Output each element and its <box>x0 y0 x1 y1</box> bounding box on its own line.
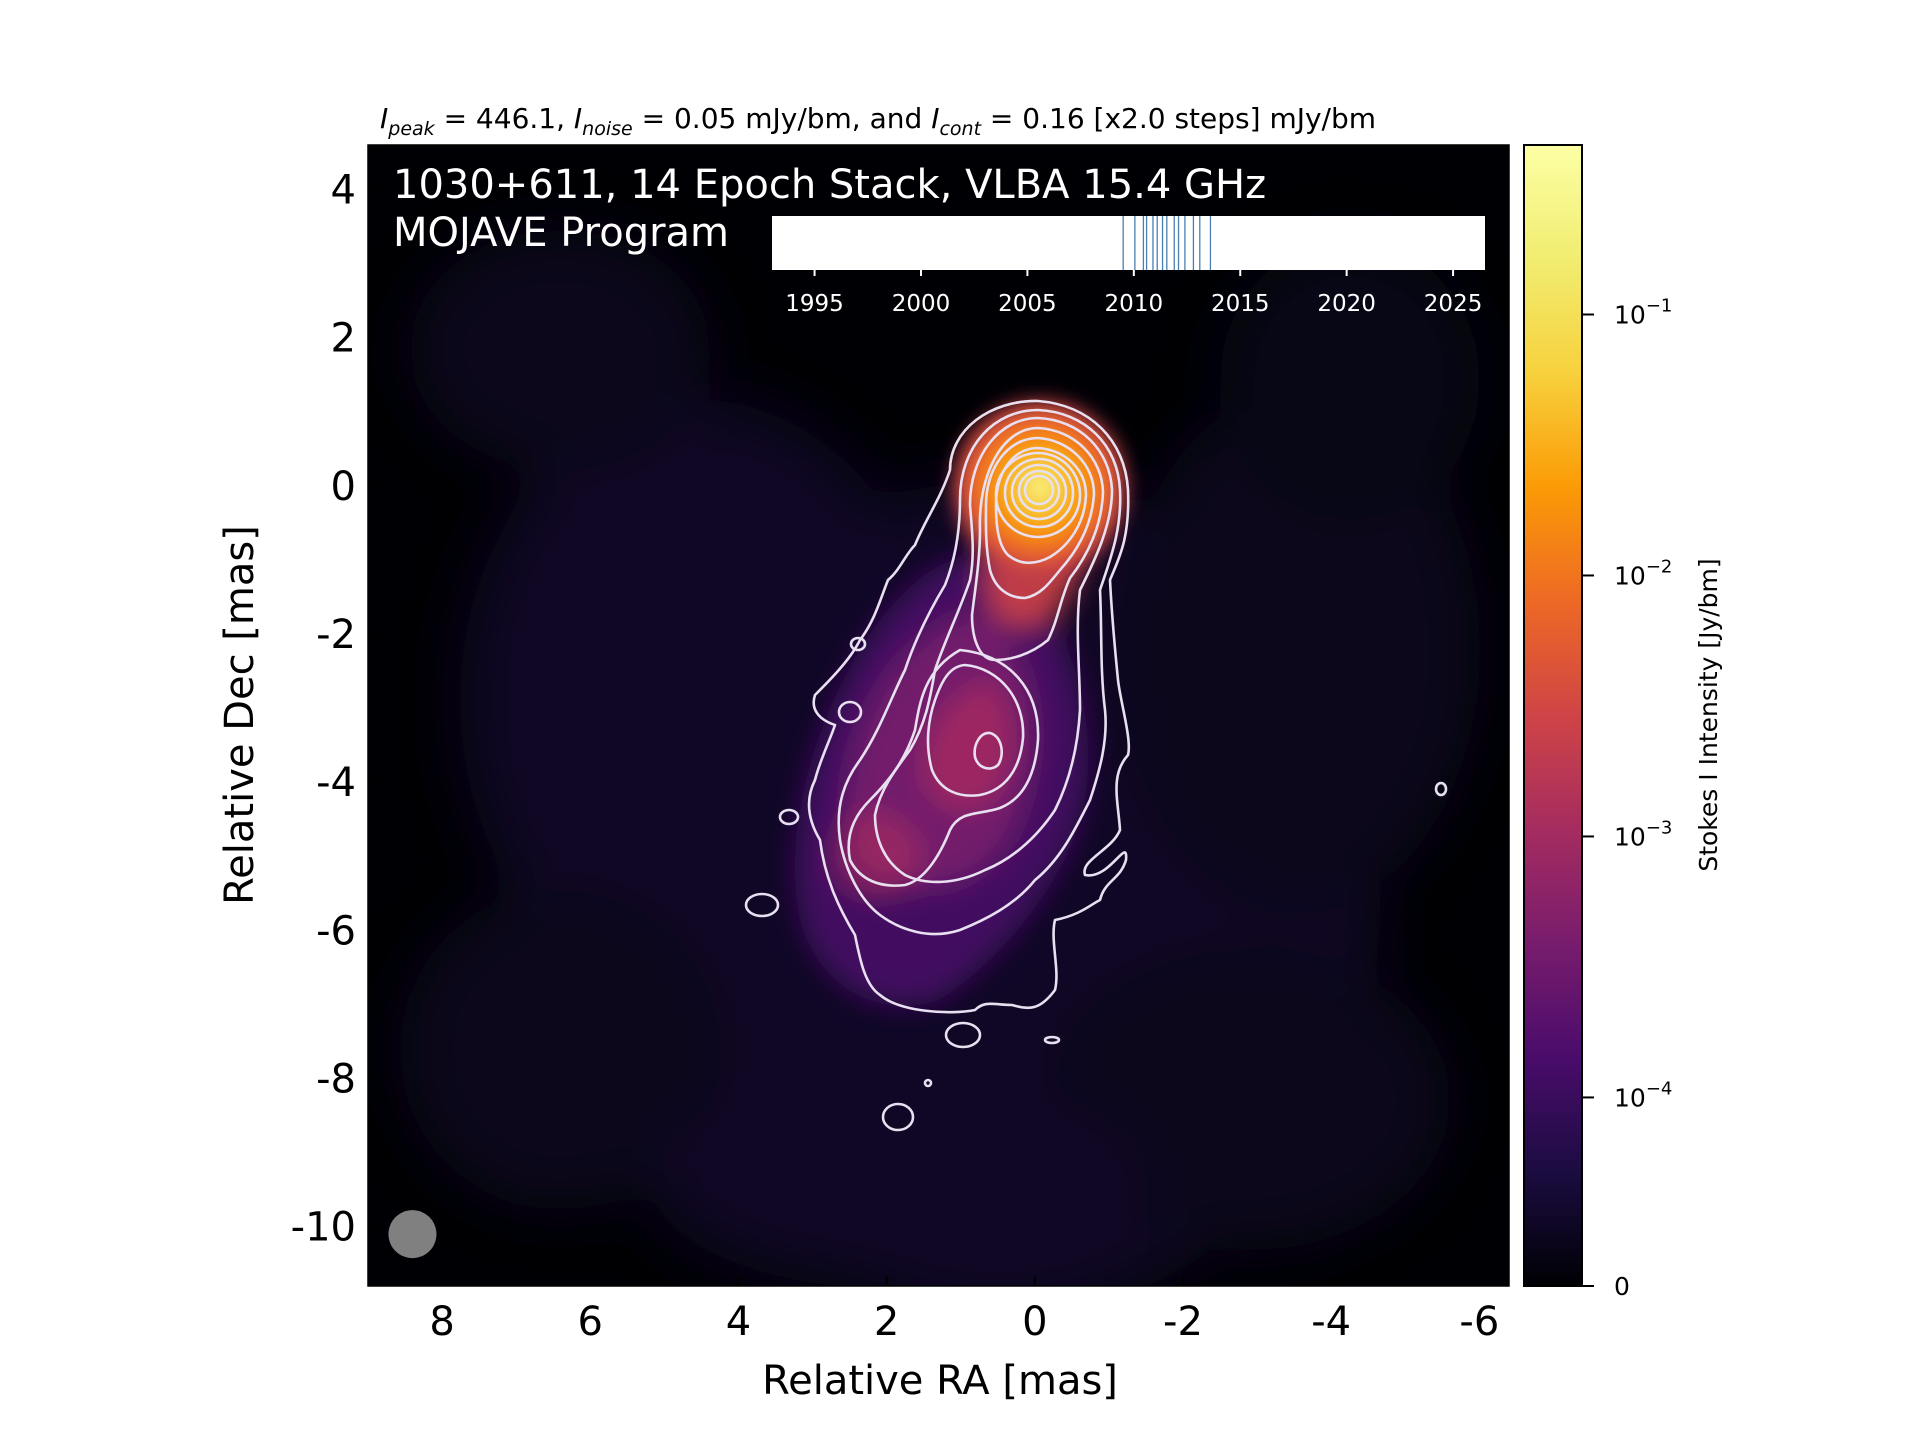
y-tick-label: 2 <box>331 316 356 362</box>
contour-7 <box>994 451 1082 539</box>
colorbar-tick-label: 10−2 <box>1614 556 1672 590</box>
peak-symbol: I <box>380 102 388 135</box>
contour-island <box>837 700 863 724</box>
timeline-epochs <box>1122 216 1212 270</box>
contour-island <box>1434 781 1448 797</box>
contour-island <box>1043 1035 1061 1045</box>
contour-knot-outer <box>847 648 1040 887</box>
x-tick-label: 4 <box>726 1299 751 1345</box>
plot-title-line2: MOJAVE Program <box>393 210 729 256</box>
x-tick-label: 2 <box>874 1299 899 1345</box>
x-tick-label: 6 <box>578 1299 603 1345</box>
contour-island <box>923 1078 933 1088</box>
peak-subscript: peak <box>387 118 435 140</box>
contour-5 <box>984 436 1096 600</box>
peak-value: = 446.1, <box>435 102 574 135</box>
timeline-tick-label: 2020 <box>1317 291 1376 317</box>
colorbar-gradient <box>1524 145 1582 1286</box>
contour-outer <box>807 399 1131 1014</box>
y-axis-ticks: 4 2 0 -2 -4 -6 -8 -10 <box>291 167 378 1251</box>
colorbar-label: Stokes I Intensity [Jy/bm] <box>1694 558 1723 871</box>
x-axis-label: Relative RA [mas] <box>762 1358 1118 1404</box>
core-emission <box>948 395 1132 579</box>
contour-island <box>849 636 867 652</box>
y-tick-label: -10 <box>291 1205 356 1251</box>
plot-title-line1: 1030+611, 14 Epoch Stack, VLBA 15.4 GHz <box>393 162 1266 208</box>
timeline-tick-label: 2025 <box>1424 291 1483 317</box>
y-axis-label: Relative Dec [mas] <box>217 525 263 905</box>
colorbar: 10−1 10−2 10−3 10−4 0 Stokes I Intensity [Jy… <box>1523 144 1723 1301</box>
image-plot <box>368 145 1509 1286</box>
contour-9 <box>1010 463 1068 521</box>
beam-ellipse <box>388 1210 437 1259</box>
contour-island <box>778 808 800 826</box>
epoch-timeline: 1995 2000 2005 2010 2015 2020 2025 <box>772 216 1485 317</box>
contour-2 <box>837 408 1122 936</box>
contour-island <box>944 1021 982 1049</box>
timeline-tick-label: 2010 <box>1105 291 1164 317</box>
timeline-tick-label: 2000 <box>892 291 951 317</box>
y-tick-label: -4 <box>316 760 356 806</box>
contours <box>744 399 1448 1132</box>
x-tick-label: 0 <box>1022 1299 1047 1345</box>
colorbar-ticks: 10−1 10−2 10−3 10−4 0 <box>1582 295 1672 1301</box>
colorbar-tick-label: 10−4 <box>1614 1078 1672 1112</box>
timeline-box <box>772 216 1485 270</box>
noise-symbol: I <box>574 102 582 135</box>
colorbar-tick-label: 10−1 <box>1614 295 1672 329</box>
y-tick-label: 4 <box>331 167 356 213</box>
x-axis-ticks: 8 6 4 2 0 -2 -4 -6 <box>429 1276 1499 1345</box>
contour-knot-inner <box>973 731 1004 770</box>
contour-4 <box>970 426 1105 662</box>
x-tick-label: -6 <box>1459 1299 1499 1345</box>
timeline-ticks: 1995 2000 2005 2010 2015 2020 2025 <box>785 270 1482 317</box>
contour-11 <box>1023 474 1055 506</box>
colorbar-tick-label: 0 <box>1614 1272 1630 1301</box>
x-tick-label: 8 <box>429 1299 454 1345</box>
y-tick-label: -8 <box>316 1057 356 1103</box>
y-tick-label: -6 <box>316 908 356 954</box>
contour-island <box>881 1102 915 1132</box>
colorbar-tick-label: 10−3 <box>1614 817 1672 851</box>
y-tick-label: -2 <box>316 612 356 658</box>
noise-subscript: noise <box>582 118 633 140</box>
contour-10 <box>1017 469 1061 513</box>
header-stats: Ipeak = 446.1, Inoise = 0.05 mJy/bm, and… <box>380 102 1376 140</box>
y-tick-label: 0 <box>331 464 356 510</box>
plot-frame <box>367 144 1510 1287</box>
timeline-tick-label: 2005 <box>998 291 1057 317</box>
cont-value: = 0.16 [x2.0 steps] mJy/bm <box>981 102 1376 135</box>
contour-8 <box>1003 457 1075 529</box>
cont-subscript: cont <box>939 118 982 140</box>
noise-value: = 0.05 mJy/bm, and <box>633 102 931 135</box>
timeline-tick-label: 2015 <box>1211 291 1270 317</box>
cont-symbol: I <box>931 102 939 135</box>
contour-island <box>744 892 780 918</box>
x-tick-label: -4 <box>1311 1299 1351 1345</box>
timeline-tick-label: 1995 <box>785 291 844 317</box>
x-tick-label: -2 <box>1163 1299 1203 1345</box>
contour-knot-mid <box>926 663 1025 797</box>
colorbar-frame <box>1523 144 1583 1287</box>
